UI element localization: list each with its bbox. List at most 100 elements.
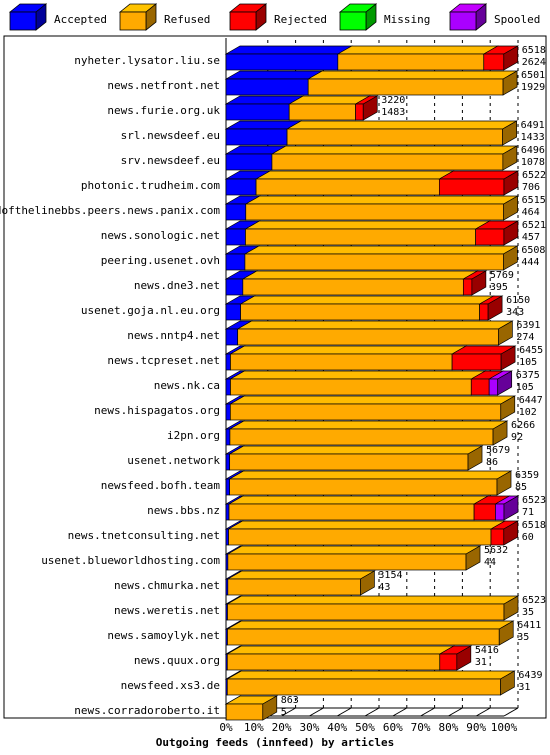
bar-segment-accepted [225, 278, 244, 296]
host-label: news.dne3.net [134, 279, 220, 292]
bar-segment-refused [226, 678, 501, 696]
bar-segment-refused-top [254, 170, 455, 180]
legend-label-spooled: Spooled [494, 13, 540, 26]
bar-segment-rejected [451, 353, 502, 371]
bar-segment-refused-top [229, 345, 468, 355]
host-label: newsfeed.xs3.de [121, 679, 220, 692]
offered-count-label: 6439 [518, 670, 542, 681]
accepted-count-label: 35 [517, 632, 529, 643]
host-label: peering.usenet.ovh [101, 254, 220, 267]
bar-segment-rejected [475, 228, 505, 246]
bar-segment-refused-top [227, 495, 490, 505]
bar-end-face [497, 370, 513, 396]
bar-end-face [503, 220, 519, 246]
host-label: news.tcpreset.net [107, 354, 220, 367]
bar-segment-refused-top [226, 670, 516, 680]
bar-segment-refused-top [241, 270, 479, 280]
bar-segment-refused [237, 328, 499, 346]
bar-segment-accepted [225, 53, 339, 71]
bar-end-face [467, 445, 483, 471]
host-label: photonic.trudheim.com [81, 179, 220, 192]
bar-end-face [503, 45, 519, 71]
host-label: news.sonologic.net [101, 229, 220, 242]
offered-count-label: 3154 [378, 570, 402, 581]
tick-mark [281, 707, 296, 717]
bar-segment-refused [227, 553, 467, 571]
bar-segment-refused [225, 703, 264, 721]
bar-end-face [262, 695, 278, 721]
tick-mark [420, 707, 435, 717]
accepted-count-label: 706 [522, 182, 540, 193]
accepted-count-label: 60 [522, 532, 534, 543]
bar-segment-refused [245, 203, 505, 221]
x-tick-label: 90% [466, 721, 486, 734]
bar-segment-refused [228, 528, 492, 546]
bar-end-face [502, 70, 518, 96]
legend-label-missing: Missing [384, 13, 430, 26]
bar-segment-accepted [225, 178, 257, 196]
bar-end-face [360, 570, 375, 596]
host-label: usenet.network [127, 454, 220, 467]
offered-count-label: 6523 [522, 495, 546, 506]
accepted-count-label: 105 [516, 382, 534, 393]
bar-segment-refused-top [228, 470, 513, 480]
bar-end-face [498, 320, 513, 346]
bar-segment-refused-top [226, 545, 482, 555]
bar-segment-refused [307, 78, 504, 96]
accepted-count-label: 102 [519, 407, 537, 418]
bar-end-face [500, 670, 515, 696]
offered-count-label: 6496 [521, 145, 545, 156]
host-label: newsfeed.bofh.team [101, 479, 221, 492]
plot-area: 0% 10% 20% 30% 40% 50% 60% 70% 80% 90% 100% nyheter… [0, 35, 547, 734]
bar-segment-refused-top [244, 195, 519, 205]
bar-segment-refused [228, 503, 475, 521]
bar-segment-spooled [488, 378, 499, 396]
tick-mark [392, 707, 408, 717]
x-tick-label: 0% [219, 721, 233, 734]
bar-segment-refused-top [226, 570, 376, 580]
bar-end-face [503, 595, 519, 621]
bar-segment-refused-top [336, 45, 500, 55]
bar-segment-refused-top [243, 245, 519, 255]
bar-segment-rejected [490, 528, 505, 546]
bar-end-face [503, 170, 519, 196]
accepted-count-label: 31 [518, 682, 530, 693]
accepted-count-label: 395 [490, 282, 508, 293]
offered-count-label: 6150 [506, 295, 530, 306]
bar-segment-refused [271, 153, 504, 171]
offered-count-label: 6508 [521, 245, 545, 256]
host-label: news.furie.org.uk [107, 104, 220, 117]
offered-count-label: 6518 [522, 45, 546, 56]
offered-count-label: 6518 [522, 520, 546, 531]
accepted-count-label: 1929 [521, 82, 545, 93]
bar-segment-accepted [225, 528, 229, 546]
bar-segment-refused [286, 128, 503, 146]
offered-count-label: 6523 [522, 595, 546, 606]
x-tick-label: 60% [383, 721, 403, 734]
bar-end-face [503, 520, 519, 546]
bar-end-face [492, 420, 508, 446]
bar-segment-accepted [225, 328, 239, 346]
bar-segment-refused-top [228, 420, 509, 430]
bar-end-face [503, 245, 518, 271]
bar-segment-refused [226, 653, 441, 671]
host-label: srl.newsdeef.eu [121, 129, 220, 142]
accepted-count-label: 105 [519, 357, 537, 368]
bar-end-face [465, 545, 481, 571]
bar-end-face [471, 270, 487, 296]
bar-segment-refused [227, 628, 500, 646]
bar-end-face [503, 495, 519, 521]
plot-frame [3, 35, 547, 719]
bar-end-face [496, 470, 512, 496]
